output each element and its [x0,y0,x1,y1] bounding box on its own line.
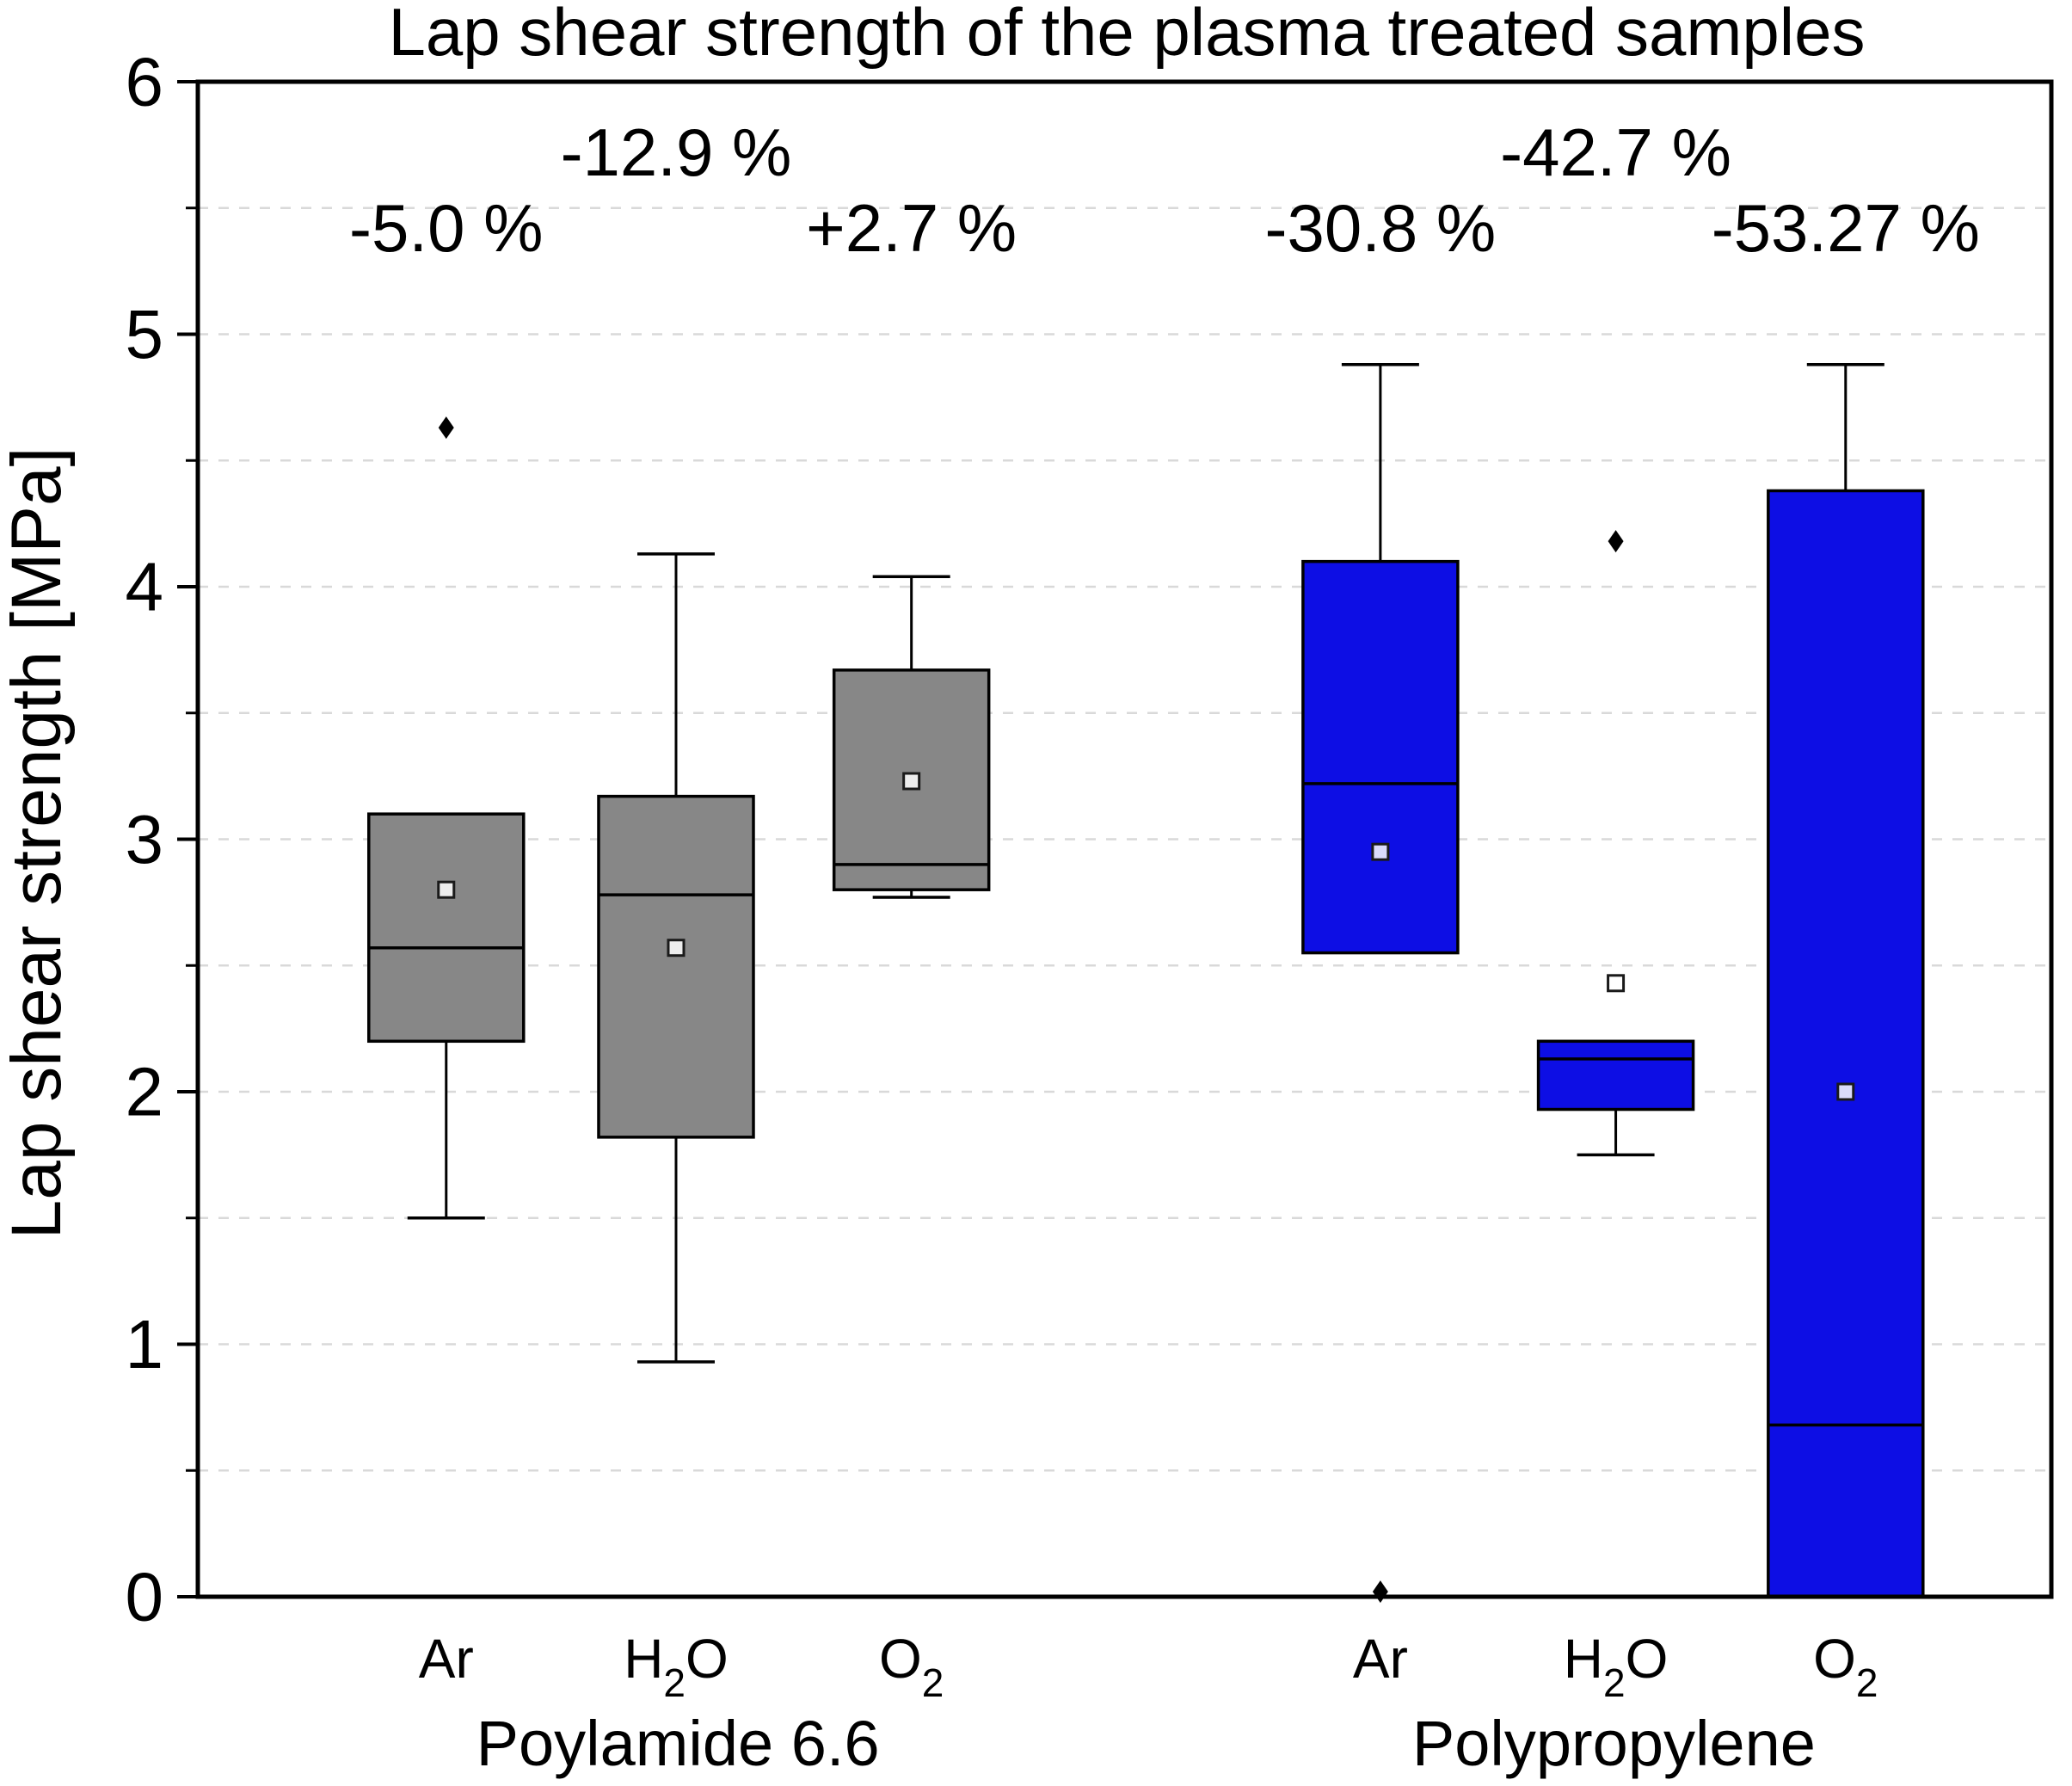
x-category-label: O2 [1813,1628,1878,1705]
y-tick-label: 6 [126,44,164,120]
box [1301,559,1460,955]
annotation: -53.27 % [1712,190,1980,266]
outlier-marker [1608,530,1624,553]
annotation: -12.9 % [561,114,792,190]
box-group [367,416,526,1220]
y-axis-label: Lap shear strength [MPa] [0,447,76,1240]
outlier-marker [438,416,454,440]
box-group [1536,530,1695,1157]
mean-marker [437,880,456,899]
mean-marker [1836,1082,1855,1101]
chart-title: Lap shear strength of the plasma treated… [389,0,1866,70]
group-label: Polypropylene [1412,1708,1816,1779]
y-tick-label: 4 [126,549,164,625]
annotation: -5.0 % [349,190,543,266]
box-group [1767,362,1925,1598]
box-group [832,575,991,899]
x-category-label: Ar [1353,1628,1408,1690]
x-category-label: H2O [624,1628,729,1705]
x-category-label: Ar [419,1628,474,1690]
x-category-label: O2 [879,1628,944,1705]
mean-marker [1371,842,1390,861]
annotation: +2.7 % [806,190,1017,266]
y-tick-label: 2 [126,1054,164,1130]
annotation: -30.8 % [1264,190,1496,266]
box [367,812,526,1044]
x-category-label: H2O [1564,1628,1669,1705]
y-tick-label: 5 [126,296,164,373]
box [1767,489,1925,1598]
mean-marker [1607,974,1626,993]
box [597,794,755,1139]
box-group [597,552,755,1364]
outlier-marker [1372,1580,1388,1604]
mean-marker [667,939,686,958]
y-tick-label: 0 [126,1559,164,1635]
box-group [1301,362,1460,1604]
mean-marker [902,772,921,791]
group-label: Poylamide 6.6 [476,1708,880,1779]
box [1536,1039,1695,1112]
y-tick-label: 1 [126,1306,164,1383]
y-tick-label: 3 [126,801,164,878]
annotation: -42.7 % [1500,114,1731,190]
